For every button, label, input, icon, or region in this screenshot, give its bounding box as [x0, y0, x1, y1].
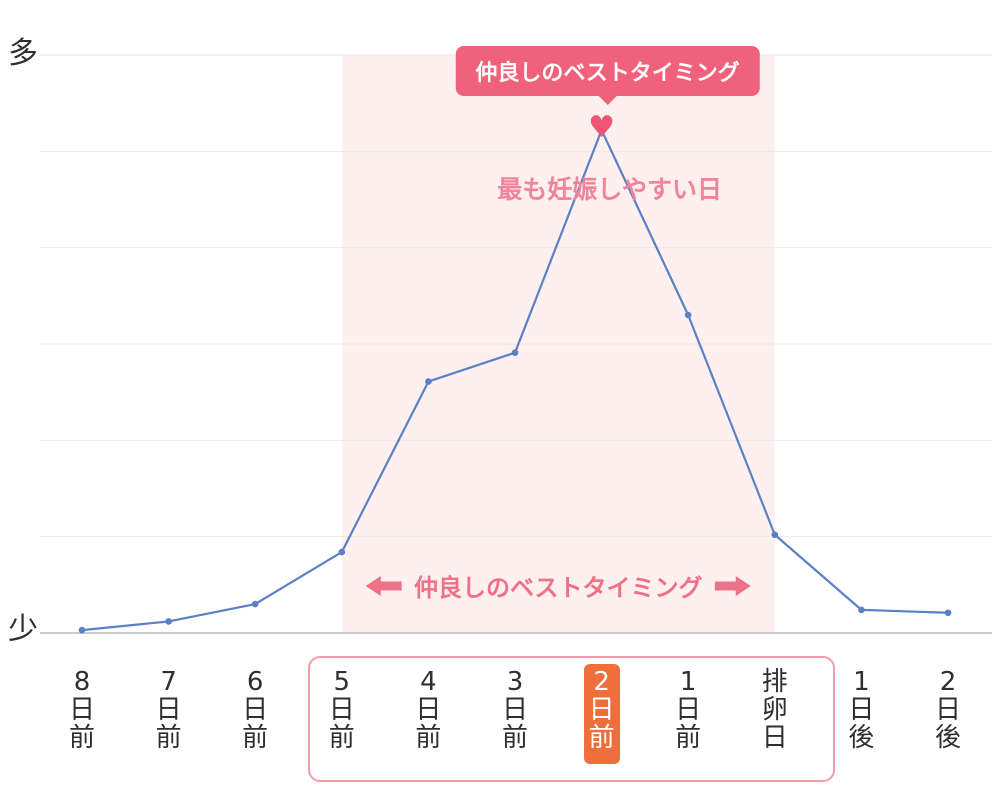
- y-axis-label-low: 少: [8, 612, 38, 647]
- right-arrow-icon: [714, 575, 751, 596]
- y-axis-label-high: 多: [8, 36, 38, 71]
- best-timing-callout-text: 仲良しのベストタイミング: [475, 61, 740, 86]
- x-axis-label-9: 排卵日: [761, 667, 788, 753]
- fertile-window-outline: [307, 656, 835, 782]
- callout-pointer-icon: [597, 95, 618, 105]
- best-timing-range-label: 仲良しのベストタイミング: [366, 568, 751, 603]
- most-fertile-day-label: 最も妊娠しやすい日: [497, 175, 722, 204]
- best-timing-callout: 仲良しのベストタイミング: [455, 46, 760, 105]
- best-timing-range-text: 仲良しのベストタイミング: [414, 574, 703, 602]
- heart-icon: ♥: [588, 110, 616, 146]
- left-arrow-icon: [366, 575, 403, 596]
